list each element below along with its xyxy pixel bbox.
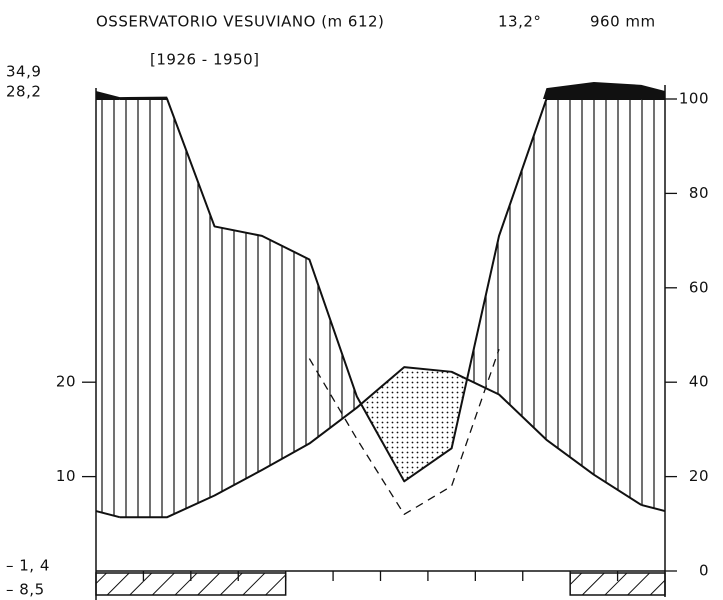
mean-temperature: 13,2° (498, 13, 541, 31)
series-line (119, 98, 642, 483)
y2-tick-label: 0 (699, 562, 709, 580)
min-temperature-label: – 8,5 (6, 581, 45, 599)
frost-box (190, 573, 239, 595)
frost-box (96, 573, 144, 595)
y-tick-label: 20 (56, 373, 76, 391)
dashed-line (308, 348, 500, 516)
frost-box (143, 573, 191, 595)
annual-precipitation: 960 mm (590, 13, 656, 31)
y-tick-label: 10 (56, 467, 76, 485)
y2-tick-label: 20 (689, 467, 709, 485)
series-line (119, 366, 642, 519)
frost-box (238, 573, 286, 595)
frost-box (570, 573, 618, 595)
min-temperature-label: – 1, 4 (6, 557, 50, 575)
y2-tick-label: 60 (689, 278, 709, 296)
chart-title: OSSERVATORIO VESUVIANO (m 612) (96, 13, 384, 31)
y2-tick-label: 80 (689, 184, 709, 202)
very-humid-area (96, 82, 665, 99)
frost-outline (95, 572, 287, 596)
max-temperature-label: 34,9 (6, 63, 41, 81)
period: [1926 - 1950] (150, 51, 260, 69)
max-temperature-label: 28,2 (6, 83, 41, 101)
wrap-segment (95, 510, 120, 519)
frost-box (617, 573, 665, 595)
frost-outline (569, 572, 666, 596)
wrap-segment (641, 503, 666, 513)
y2-tick-label: 40 (689, 373, 709, 391)
y2-tick-label: 100 (679, 90, 709, 108)
